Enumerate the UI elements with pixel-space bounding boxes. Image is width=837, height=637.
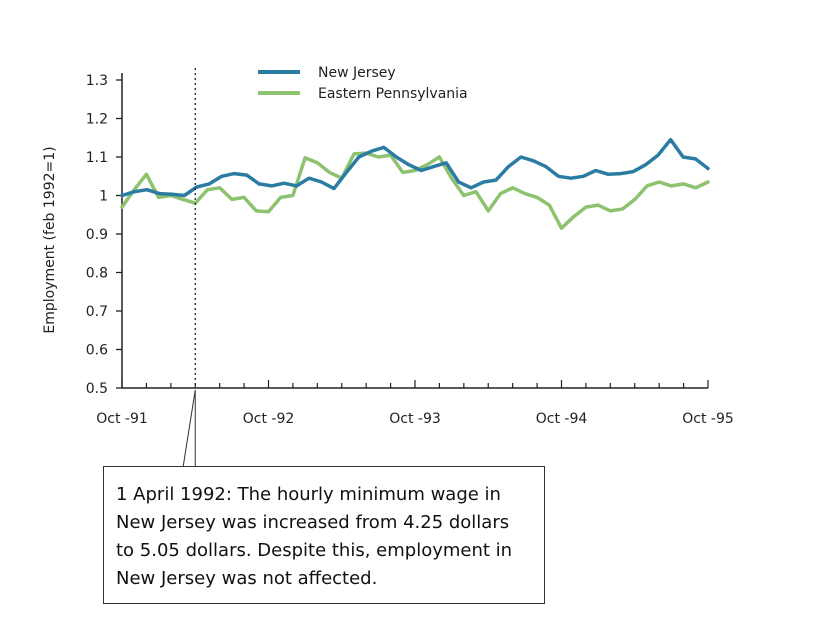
series-line-eastern-pennsylvania [120,151,710,230]
annotation-line-4: New Jersey was not affected. [116,568,378,589]
y-tick-label: 0.5 [86,381,108,397]
y-tick-label: 0.9 [86,227,108,243]
legend: New Jersey Eastern Pennsylvania [258,65,468,102]
x-tick-label: Oct -95 [682,411,734,427]
annotation-callout-pointer [182,389,196,467]
y-tick-label: 1.1 [86,150,108,166]
x-tick-label: Oct -93 [389,411,441,427]
y-tick-label: 1.3 [86,73,108,89]
y-axis-title: Employment (feb 1992=1) [42,146,58,333]
y-tick-label: 1 [99,189,108,205]
x-tick-label: Oct -94 [536,411,588,427]
series-line-new-jersey [120,137,710,198]
x-tick-label: Oct -91 [96,411,148,427]
legend-label-eastern-pennsylvania: Eastern Pennsylvania [318,86,468,102]
x-tick-label: Oct -92 [243,411,295,427]
annotation-line-1: 1 April 1992: The hourly minimum wage in [116,484,501,505]
annotation-line-3: to 5.05 dollars. Despite this, employmen… [116,540,513,561]
annotation-box: 1 April 1992: The hourly minimum wage in… [103,466,545,604]
y-tick-label: 0.6 [86,343,108,359]
y-tick-label: 0.8 [86,266,108,282]
y-tick-label: 1.2 [86,112,108,128]
y-tick-label: 0.7 [86,304,108,320]
legend-label-new-jersey: New Jersey [318,65,396,81]
annotation-line-2: New Jersey was increased from 4.25 dolla… [116,512,510,533]
